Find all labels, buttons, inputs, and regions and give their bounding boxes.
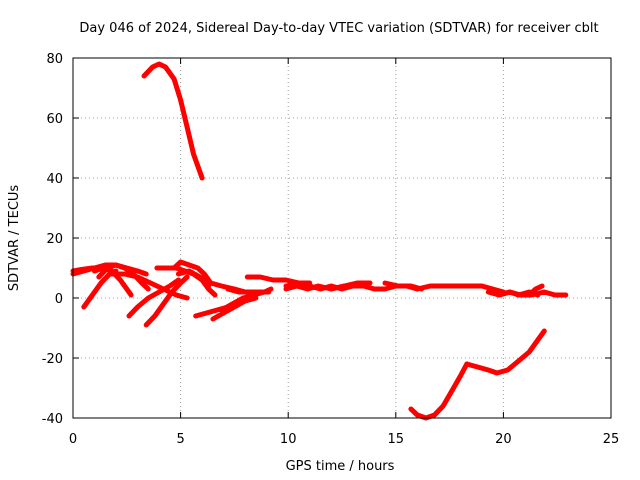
series-line-track-11: [171, 259, 214, 286]
series-line-track-23: [414, 283, 506, 295]
y-tick-label: -20: [42, 352, 63, 367]
series-line-track-28: [464, 328, 547, 376]
y-tick-label: 0: [55, 292, 63, 307]
series-line-track-13: [191, 271, 218, 298]
grid: [73, 58, 611, 418]
tick-labels: 0 5 10 15 20 25 -40 -20 0 20 40 60 80: [42, 52, 620, 447]
x-axis-label: GPS time / hours: [286, 459, 395, 474]
series-line-track-21: [328, 280, 373, 292]
x-tick-label: 10: [280, 432, 297, 447]
series-line-track-9: [143, 274, 190, 328]
x-tick-label: 0: [69, 432, 77, 447]
series-line-track-6: [92, 265, 134, 298]
x-tick-label: 5: [176, 432, 184, 447]
x-tick-label: 15: [388, 432, 405, 447]
data-tracks: [70, 61, 569, 421]
y-axis-label: SDTVAR / TECUs: [7, 185, 22, 292]
y-tick-label: 80: [46, 52, 63, 67]
chart-title: Day 046 of 2024, Sidereal Day-to-day VTE…: [79, 21, 598, 36]
series-line-track-26: [526, 283, 545, 298]
series-line-track-7: [109, 271, 190, 301]
series-line-track-27: [408, 361, 470, 421]
x-tick-label: 20: [495, 432, 512, 447]
y-tick-label: -40: [42, 412, 63, 427]
series-line-track-8: [126, 277, 181, 319]
y-tick-label: 40: [46, 172, 63, 187]
series-line-track-1: [141, 61, 205, 181]
x-tick-label: 25: [603, 432, 620, 447]
axis-ticks: [72, 57, 612, 419]
series-line-track-15: [210, 295, 259, 322]
y-tick-label: 20: [46, 232, 63, 247]
series-line-track-17: [225, 286, 272, 295]
y-tick-label: 60: [46, 112, 63, 127]
